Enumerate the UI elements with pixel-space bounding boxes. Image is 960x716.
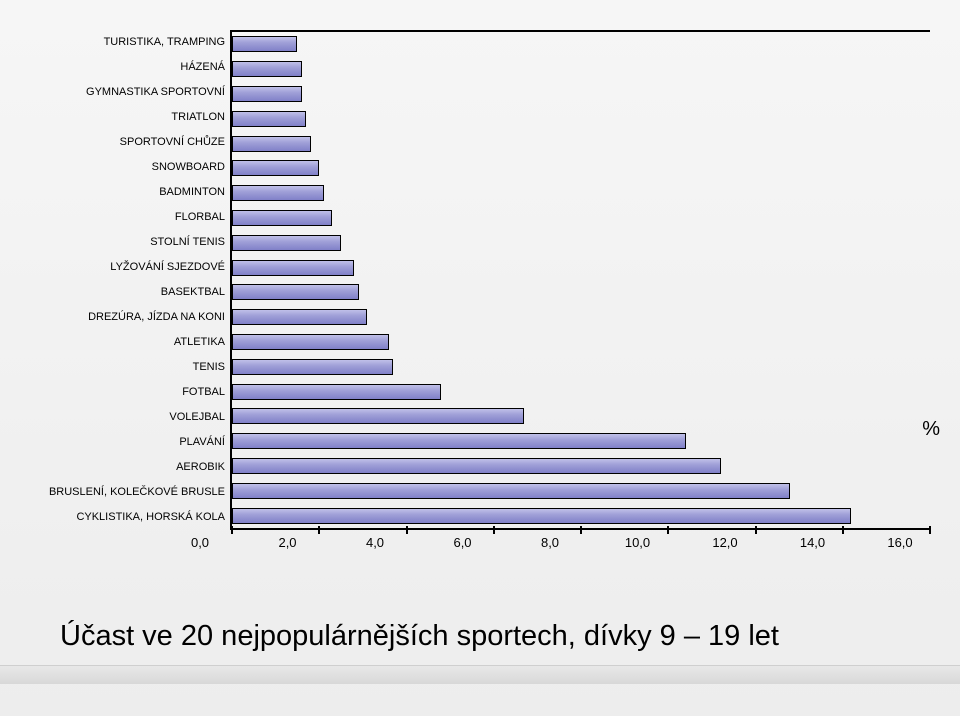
caption: Účast ve 20 nejpopulárnějších sportech, …	[60, 620, 779, 653]
x-tick	[929, 526, 931, 534]
bar	[232, 160, 319, 176]
category-label: DREZÚRA, JÍZDA NA KONI	[30, 306, 225, 329]
bar-slot	[232, 82, 930, 105]
x-tick-label: 2,0	[278, 535, 296, 550]
category-label: FLORBAL	[30, 206, 225, 229]
bar-slot	[232, 256, 930, 279]
category-label: BASEKTBAL	[30, 281, 225, 304]
bar	[232, 458, 721, 474]
category-label: SNOWBOARD	[30, 156, 225, 179]
x-tick-label: 4,0	[366, 535, 384, 550]
bar-slot	[232, 454, 930, 477]
x-tick	[842, 526, 844, 534]
bar	[232, 210, 332, 226]
bar	[232, 185, 324, 201]
bar-slot	[232, 157, 930, 180]
bar	[232, 309, 367, 325]
caption-underline	[0, 665, 960, 684]
x-tick-label: 6,0	[453, 535, 471, 550]
category-label: GYMNASTIKA SPORTOVNÍ	[30, 81, 225, 104]
category-label: SPORTOVNÍ CHŮZE	[30, 131, 225, 154]
page: TURISTIKA, TRAMPINGHÁZENÁGYMNASTIKA SPOR…	[0, 0, 960, 716]
bar-slot	[232, 231, 930, 254]
x-tick	[580, 526, 582, 534]
bar	[232, 86, 302, 102]
x-tick	[231, 526, 233, 534]
bar-slot	[232, 107, 930, 130]
bar	[232, 136, 311, 152]
bar	[232, 260, 354, 276]
category-label: ATLETIKA	[30, 331, 225, 354]
x-tick	[318, 526, 320, 534]
bar	[232, 359, 393, 375]
bar	[232, 508, 851, 524]
bar-slot	[232, 33, 930, 56]
category-label: AEROBIK	[30, 456, 225, 479]
bar-slot	[232, 355, 930, 378]
category-label: PLAVÁNÍ	[30, 431, 225, 454]
bar-slot	[232, 430, 930, 453]
bar-slot	[232, 380, 930, 403]
category-labels: TURISTIKA, TRAMPINGHÁZENÁGYMNASTIKA SPOR…	[30, 30, 230, 530]
category-label: CYKLISTIKA, HORSKÁ KOLA	[30, 506, 225, 529]
chart: TURISTIKA, TRAMPINGHÁZENÁGYMNASTIKA SPOR…	[30, 30, 930, 530]
bar-slot	[232, 405, 930, 428]
x-tick	[493, 526, 495, 534]
plot-area	[230, 30, 930, 530]
x-tick-label: 8,0	[541, 535, 559, 550]
bar	[232, 235, 341, 251]
x-ticks	[232, 528, 930, 534]
bar-slot	[232, 206, 930, 229]
category-label: STOLNÍ TENIS	[30, 231, 225, 254]
x-tick-label: 12,0	[712, 535, 737, 550]
x-tick-label: 14,0	[800, 535, 825, 550]
bar	[232, 111, 306, 127]
category-label: TENIS	[30, 356, 225, 379]
x-tick	[406, 526, 408, 534]
bar-slot	[232, 504, 930, 527]
bar-slot	[232, 58, 930, 81]
bars-container	[232, 32, 930, 528]
bar-slot	[232, 281, 930, 304]
bar	[232, 36, 297, 52]
x-tick	[755, 526, 757, 534]
category-label: TRIATLON	[30, 106, 225, 129]
bar-slot	[232, 330, 930, 353]
bar	[232, 408, 524, 424]
bar-slot	[232, 132, 930, 155]
category-label: BRUSLENÍ, KOLEČKOVÉ BRUSLE	[30, 481, 225, 504]
x-tick-label: 10,0	[625, 535, 650, 550]
category-label: BADMINTON	[30, 181, 225, 204]
bar-slot	[232, 182, 930, 205]
bar	[232, 61, 302, 77]
category-label: VOLEJBAL	[30, 406, 225, 429]
x-tick-labels: 0,02,04,06,08,010,012,014,016,0	[200, 535, 900, 555]
x-tick-label: 16,0	[887, 535, 912, 550]
bar	[232, 483, 790, 499]
bar	[232, 384, 441, 400]
bar	[232, 284, 359, 300]
percent-label: %	[922, 418, 940, 441]
x-tick-label: 0,0	[191, 535, 209, 550]
category-label: HÁZENÁ	[30, 56, 225, 79]
bar-slot	[232, 479, 930, 502]
bar	[232, 334, 389, 350]
x-tick	[667, 526, 669, 534]
category-label: LYŽOVÁNÍ SJEZDOVÉ	[30, 256, 225, 279]
bar-slot	[232, 306, 930, 329]
category-label: TURISTIKA, TRAMPING	[30, 31, 225, 54]
category-label: FOTBAL	[30, 381, 225, 404]
bar	[232, 433, 686, 449]
